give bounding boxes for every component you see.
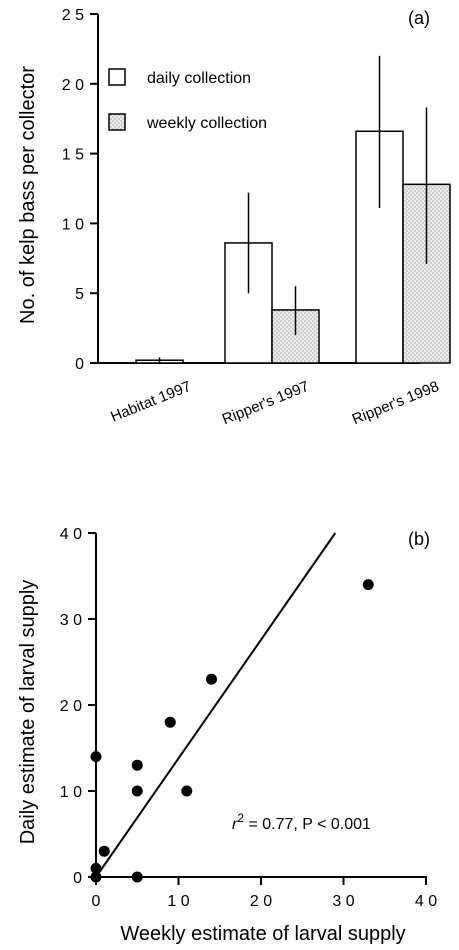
- panel-a-bars: [135, 130, 451, 364]
- panel-a-y-tick-label: 2 0: [62, 77, 84, 94]
- panel-b-x-tick-label: 0: [92, 893, 101, 910]
- panel-a-error-bars: [158, 55, 428, 363]
- panel-a-y-tick-label: 1 5: [62, 147, 84, 164]
- panel-b-y-tick-label: 0: [73, 870, 82, 887]
- panel-b-y-tick-label: 1 0: [60, 784, 82, 801]
- panel-b-y-ticks: 0 1 0 2 0 3 0 4 0: [60, 526, 96, 887]
- scatter-point: [131, 871, 143, 883]
- scatter-point: [181, 785, 193, 797]
- panel-a-y-tick-label: 5: [75, 286, 84, 303]
- panel-a: (a) No. of kelp bass per collector 0 5 1 0…: [17, 7, 451, 428]
- regression-stats: = 0.77, P < 0.001: [244, 816, 371, 833]
- panel-b-x-axis-title: Weekly estimate of larval supply: [120, 923, 405, 945]
- legend-label-weekly: weekly collection: [146, 115, 267, 132]
- legend-label-daily: daily collection: [147, 70, 251, 87]
- panel-b-letter: (b): [408, 529, 430, 549]
- r-symbol: r: [232, 816, 238, 833]
- scatter-point: [164, 716, 176, 728]
- panel-b-fit-line: [95, 532, 337, 878]
- panel-a-y-tick-label: 0: [75, 356, 84, 373]
- panel-b-x-tick-label: 1 0: [167, 893, 189, 910]
- panel-b: (b) Daily estimate of larval supply Week…: [17, 526, 437, 945]
- panel-a-y-tick-label: 1 0: [62, 216, 84, 233]
- r-superscript: 2: [237, 811, 244, 825]
- panel-a-legend: daily collection weekly collection: [108, 68, 267, 132]
- panel-b-y-tick-label: 3 0: [60, 612, 82, 629]
- category-label-habitat-1997: Habitat 1997: [108, 378, 193, 426]
- panel-b-x-tick-label: 3 0: [332, 893, 354, 910]
- panel-a-y-ticks: 0 5 1 0 1 5 2 0 2 5: [62, 7, 98, 373]
- panel-a-y-axis-title: No. of kelp bass per collector: [17, 66, 39, 324]
- scatter-point: [90, 751, 102, 763]
- regression-line: [95, 532, 337, 878]
- scatter-point: [90, 862, 102, 874]
- scatter-point: [98, 845, 110, 857]
- panel-a-y-tick-label: 2 5: [62, 7, 84, 24]
- scatter-point: [131, 759, 143, 771]
- scatter-point: [362, 579, 374, 591]
- panel-b-points: [90, 579, 374, 883]
- panel-b-y-tick-label: 2 0: [60, 698, 82, 715]
- category-label-rippers-1997: Ripper's 1997: [220, 378, 312, 428]
- panel-b-regression-annotation: r2 = 0.77, P < 0.001: [232, 811, 371, 833]
- scatter-point: [131, 785, 143, 797]
- panel-b-x-tick-label: 4 0: [415, 893, 437, 910]
- scatter-point: [206, 673, 217, 685]
- panel-a-letter: (a): [408, 8, 430, 28]
- panel-b-x-tick-label: 2 0: [250, 893, 272, 910]
- panel-b-y-axis-title: Daily estimate of larval supply: [17, 580, 39, 845]
- panel-b-x-ticks: 0 1 0 2 0 3 0 4 0: [92, 877, 437, 910]
- legend-swatch-daily: [108, 68, 126, 86]
- panel-b-y-tick-label: 4 0: [60, 526, 82, 543]
- legend-swatch-weekly: [108, 113, 126, 131]
- scatter-point: [90, 871, 102, 883]
- category-label-rippers-1998: Ripper's 1998: [350, 378, 442, 428]
